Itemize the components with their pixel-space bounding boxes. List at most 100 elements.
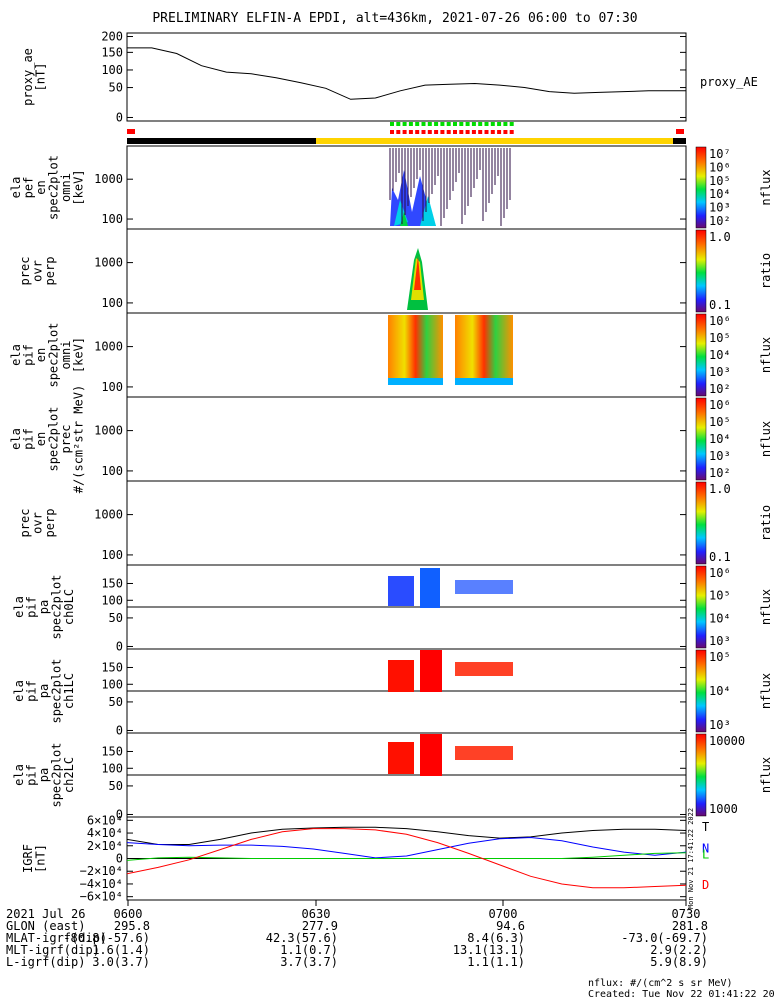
- marker-red: [440, 130, 445, 134]
- colorbar-label: 10³: [709, 365, 731, 379]
- colorbar-title: nflux: [759, 589, 773, 625]
- ephemeris-value: 42.3(57.6): [266, 931, 338, 945]
- ylabel-line: spec2plot: [50, 574, 64, 639]
- ytick-label: 0: [116, 852, 123, 866]
- ch2-block-3: [455, 746, 513, 760]
- ch2-block-2: [420, 734, 442, 776]
- ytick-label: 100: [101, 548, 123, 562]
- marker-green: [402, 122, 407, 126]
- marker-red: [415, 130, 420, 134]
- side-note: Mon Nov 21 17:41:22 2022: [687, 808, 695, 909]
- ylabel-line: ela: [9, 177, 23, 199]
- xtick-label: 0700: [489, 907, 518, 921]
- orbit-bar-dark-end-segment: [673, 138, 686, 144]
- ch1-block-2: [420, 650, 442, 692]
- orbit-marker-start: [127, 129, 135, 134]
- colorbar-label: 10⁵: [709, 331, 731, 345]
- ytick-label: −2×10⁴: [80, 864, 123, 878]
- marker-red: [471, 130, 476, 134]
- ytick-label: 200: [101, 30, 123, 44]
- science-zone-markers: [390, 122, 514, 134]
- date-label: 2021 Jul 26: [6, 907, 85, 921]
- ephemeris-value: 277.9: [302, 919, 338, 933]
- colorbar: [695, 481, 707, 565]
- spectrogram-data-shading: [388, 148, 513, 776]
- series-line-T: [126, 826, 687, 845]
- marker-red: [427, 130, 432, 134]
- series-line-N: [126, 836, 687, 859]
- marker-green: [453, 122, 457, 126]
- colorbar: [695, 565, 707, 649]
- ytick-label: 1000: [94, 256, 123, 270]
- xtick-label: 0600: [114, 907, 143, 921]
- colorbar-label: 10³: [709, 201, 731, 215]
- legend-D: D: [702, 878, 709, 892]
- ephemeris-value: 8.4(6.3): [467, 931, 525, 945]
- marker-red: [459, 130, 464, 134]
- ephemeris-value: 3.7(3.7): [280, 955, 338, 969]
- colorbar-label: 10⁴: [709, 684, 731, 698]
- marker-green: [408, 122, 413, 126]
- marker-red: [503, 130, 508, 134]
- ytick-label: 1000: [94, 508, 123, 522]
- orbit-marker-end: [676, 129, 684, 134]
- ylabel-line: pif: [25, 596, 39, 618]
- ylabel-line: pif: [25, 680, 39, 702]
- ylabel-line: [keV]: [72, 337, 86, 373]
- ch2-block-1: [388, 742, 414, 774]
- ephemeris-value: 5.9(8.9): [650, 955, 708, 969]
- omni-spectrum-cyan-region-2: [420, 196, 436, 226]
- ytick-label: 1000: [94, 340, 123, 354]
- ylabel-line: pa: [37, 600, 51, 614]
- panel-frame: [126, 228, 687, 314]
- marker-green: [465, 122, 470, 126]
- ylabel-line: #/(scm²str MeV): [72, 385, 86, 493]
- colorbar-label: 1.0: [709, 482, 731, 496]
- marker-green: [509, 122, 514, 126]
- marker-green: [497, 122, 502, 126]
- colorbar-label: 0.1: [709, 298, 731, 312]
- ylabel-line: prec: [59, 425, 73, 454]
- marker-green: [478, 122, 483, 126]
- colorbar-label: 10³: [709, 449, 731, 463]
- ylabel-line: spec2plot: [50, 658, 64, 723]
- panel-frame: [126, 396, 687, 482]
- ylabel-line: pif: [22, 428, 36, 450]
- ylabel-line: ch0LC: [62, 589, 76, 625]
- marker-red: [453, 130, 457, 134]
- ratio-peak-red: [414, 256, 421, 290]
- colorbar-label: 10²: [709, 382, 731, 396]
- ytick-label: 100: [101, 212, 123, 226]
- ylabel-line: ovr: [31, 512, 45, 534]
- ylabel-line: ela: [12, 596, 26, 618]
- ytick-label: −6×10⁴: [80, 890, 123, 904]
- ephemeris-row-label: GLON (east): [6, 919, 85, 933]
- ytick-label: 150: [101, 45, 123, 59]
- marker-red: [465, 130, 470, 134]
- marker-green: [415, 122, 420, 126]
- ephemeris-value: 94.6: [496, 919, 525, 933]
- ytick-label: 50: [109, 611, 123, 625]
- colorbar: [695, 313, 707, 397]
- ytick-label: 100: [101, 296, 123, 310]
- marker-green: [484, 122, 489, 126]
- panel-igrf: IGRF[nT]6×10⁴4×10⁴2×10⁴0−2×10⁴−4×10⁴−6×1…: [21, 808, 709, 909]
- marker-red: [509, 130, 514, 134]
- colorbar-label: 10⁵: [709, 174, 731, 188]
- marker-red: [478, 130, 483, 134]
- ylabel-line: spec2plot: [47, 322, 61, 387]
- colorbar-label: 10⁶: [709, 314, 731, 328]
- ylabel-line: omni: [59, 341, 73, 370]
- marker-green: [471, 122, 476, 126]
- ylabel-line: ela: [9, 344, 23, 366]
- ephemeris-value: 1.1(1.1): [467, 955, 525, 969]
- ylabel-line: pif: [22, 344, 36, 366]
- pif-omni-block-1: [388, 315, 443, 385]
- orbit-bar-yellow-segment: [316, 138, 673, 144]
- ytick-label: −4×10⁴: [80, 877, 123, 891]
- marker-green: [421, 122, 426, 126]
- ytick-label: 150: [101, 576, 123, 590]
- marker-red: [396, 130, 401, 134]
